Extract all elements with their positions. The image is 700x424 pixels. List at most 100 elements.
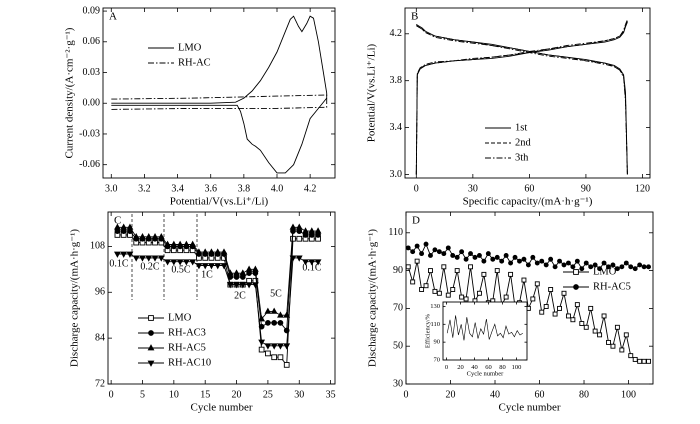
marker [445,292,451,298]
marker [432,247,438,253]
marker [265,319,271,326]
rate-label: 0.1C [302,262,322,273]
marker [164,259,171,266]
x-tick-label: 30 [294,389,304,400]
marker [574,258,580,264]
marker [302,259,309,266]
marker [405,264,411,270]
marker [481,271,487,277]
y-tick-label: 0.00 [83,98,101,109]
marker [277,354,284,361]
marker [579,266,585,272]
marker [251,282,259,289]
legend-label: 2nd [515,137,532,148]
x-tick-label: 80 [499,364,506,371]
marker [476,290,482,296]
marker [428,268,433,274]
x-axis-label: Specific capacity/(mA·h·g⁻¹) [463,196,593,208]
marker [534,260,540,266]
marker [226,282,234,289]
marker [472,254,478,260]
marker [450,287,456,292]
marker [494,268,500,274]
marker [145,255,153,262]
marker [189,240,197,247]
y-tick-label: 72 [95,378,105,389]
x-axis-label: Potential/V(vs.Li⁺/Li) [170,196,269,208]
marker [557,258,562,264]
marker [201,263,209,270]
y-axis-label: Discharge capacity/(mA·h·g⁻¹) [367,229,379,367]
marker [552,264,558,270]
y-tick-label: 0.06 [83,36,101,47]
x-tick-label: 0 [445,364,448,371]
marker [151,255,159,262]
marker [646,358,651,364]
marker [534,281,540,287]
marker [270,343,278,350]
marker [405,245,411,251]
y-tick-label: 90 [393,265,403,276]
marker [182,259,190,266]
marker [289,255,297,262]
x-tick-label: 0 [404,389,409,400]
marker [314,259,322,266]
marker [251,265,259,272]
marker [265,350,271,357]
marker [410,249,416,255]
y-tick-label: 130 [430,303,440,310]
marker [258,339,266,346]
y-tick-label: 30 [393,378,403,389]
marker [552,311,558,317]
marker [628,353,634,359]
x-tick-label: 120 [635,183,650,194]
marker [314,227,322,234]
plot-frame [107,211,336,385]
y-tick-label: 90 [434,339,441,346]
legend-label: LMO [168,312,192,323]
marker [139,233,146,240]
marker [583,324,589,330]
marker [428,253,433,258]
marker [499,258,505,264]
rate-label: 1C [201,269,213,280]
legend-label: RH-AC5 [168,342,206,353]
marker [543,304,549,309]
marker [623,260,629,266]
legend-label: LMO [178,42,202,53]
marker [503,294,509,300]
marker [208,263,215,270]
rate-label: 5C [270,288,282,299]
marker [614,324,620,330]
marker [157,255,165,262]
marker [170,240,178,247]
marker [277,319,284,326]
x-tick-label: 3.8 [238,183,251,194]
marker [463,296,469,302]
x-tick-label: 15 [200,389,210,400]
marker [592,262,598,268]
marker [132,255,140,262]
y-tick-label: -0.06 [79,159,100,170]
marker [270,307,278,314]
marker [610,343,616,349]
marker [145,233,153,240]
marker [147,360,155,367]
marker [132,233,140,240]
marker [308,259,316,266]
x-tick-label: 25 [263,389,273,400]
marker [432,288,438,294]
marker [277,343,284,350]
marker [530,254,536,260]
marker [277,311,284,318]
marker [521,277,527,283]
x-tick-label: 35 [326,389,336,400]
marker [176,259,184,266]
marker [414,243,420,249]
marker [289,223,297,230]
y-tick-label: 110 [430,321,440,328]
marker [148,315,154,321]
x-axis-label: Cycle number [190,402,252,414]
marker [176,240,184,247]
